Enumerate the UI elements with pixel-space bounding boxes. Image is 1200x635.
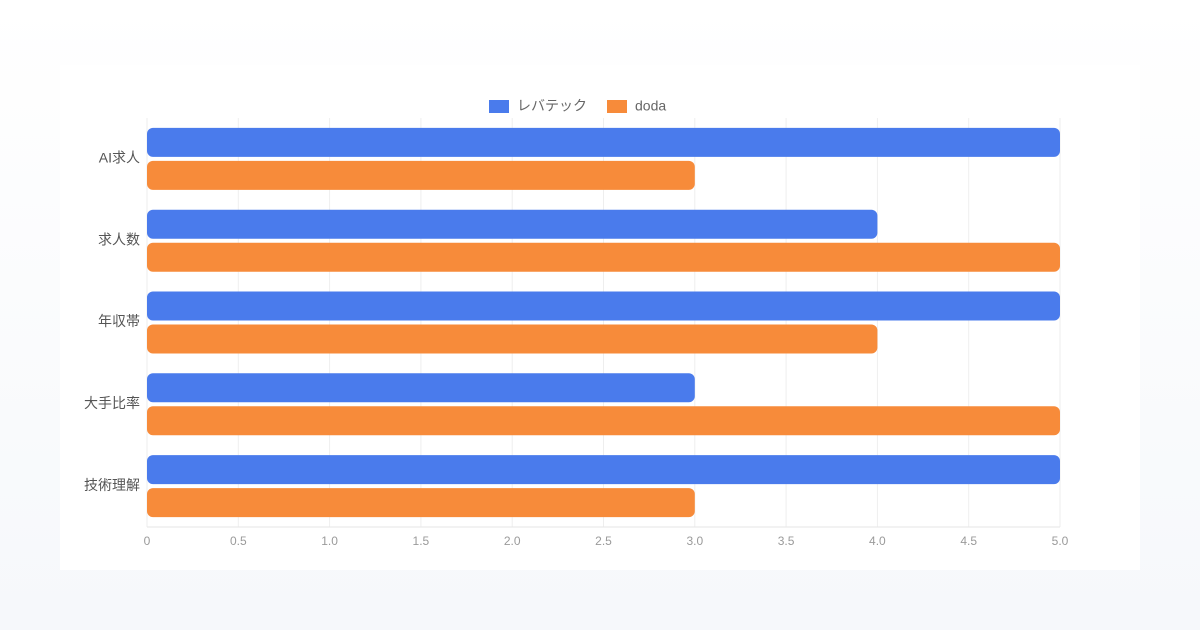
bar xyxy=(147,455,1060,485)
bar xyxy=(147,406,1060,436)
x-tick-label: 1.0 xyxy=(321,534,338,548)
x-tick-label: 0 xyxy=(144,534,151,548)
bar xyxy=(147,291,1060,321)
x-tick-label: 2.0 xyxy=(504,534,521,548)
x-tick-label: 2.5 xyxy=(595,534,612,548)
bar xyxy=(147,209,878,239)
legend-swatch xyxy=(489,100,509,113)
legend-swatch xyxy=(607,100,627,113)
bar xyxy=(147,127,1060,157)
bar xyxy=(147,488,695,518)
y-tick-label: AI求人 xyxy=(99,150,140,166)
bar xyxy=(147,373,695,403)
x-tick-label: 3.5 xyxy=(778,534,795,548)
legend-label: レバテック xyxy=(517,98,587,114)
x-tick-label: 4.0 xyxy=(869,534,886,548)
bar xyxy=(147,242,1060,272)
x-tick-label: 5.0 xyxy=(1052,534,1069,548)
legend-label: doda xyxy=(635,98,666,114)
x-tick-label: 4.5 xyxy=(960,534,977,548)
x-tick-label: 0.5 xyxy=(230,534,247,548)
bar xyxy=(147,160,695,190)
y-tick-label: 求人数 xyxy=(98,231,140,247)
x-tick-label: 1.5 xyxy=(413,534,430,548)
bar xyxy=(147,324,878,354)
y-tick-label: 年収帯 xyxy=(98,313,140,329)
y-tick-label: 技術理解 xyxy=(84,477,140,493)
x-tick-label: 3.0 xyxy=(686,534,703,548)
y-tick-label: 大手比率 xyxy=(84,395,140,411)
